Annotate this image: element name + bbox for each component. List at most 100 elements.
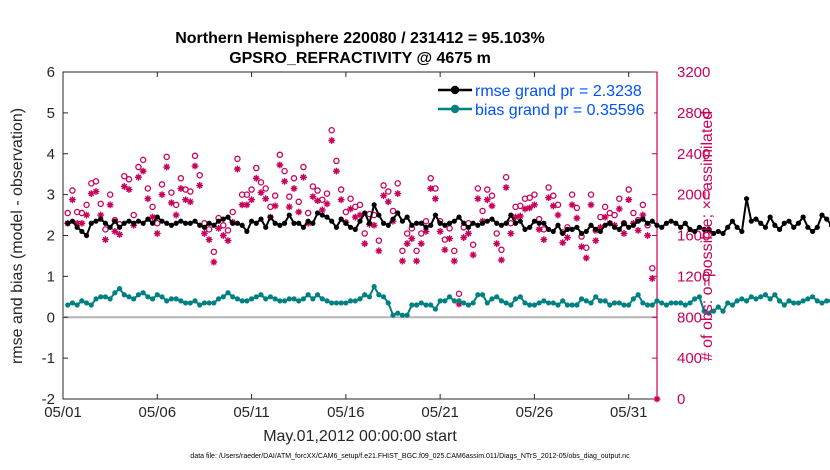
rmse-point <box>687 226 693 232</box>
obs-possible-point <box>488 192 496 199</box>
obs-assimilated-point <box>356 211 364 219</box>
obs-assimilated-point <box>436 228 444 235</box>
bias-point <box>564 302 571 308</box>
obs-possible-point <box>625 186 632 193</box>
rmse-point <box>432 212 439 218</box>
rmse-point <box>338 216 344 222</box>
bias-point <box>795 300 802 306</box>
rmse-point <box>88 220 94 226</box>
obs-possible-point <box>106 191 114 198</box>
obs-possible-point <box>149 203 156 211</box>
obs-assimilated-point <box>201 230 208 237</box>
rmse-point <box>399 218 406 224</box>
rmse-point <box>626 224 632 230</box>
obs-possible-point <box>493 230 500 237</box>
rmse-point <box>376 212 382 218</box>
rmse-point <box>706 226 712 232</box>
obs-assimilated-point <box>153 230 161 237</box>
obs-assimilated-point <box>512 213 519 221</box>
bias-point <box>545 300 552 306</box>
obs-possible-point <box>545 184 552 191</box>
rmse-point <box>560 230 566 237</box>
bias-point <box>809 294 816 300</box>
rmse-point <box>659 224 665 230</box>
obs-assimilated-point <box>601 213 609 221</box>
bias-point <box>154 292 160 298</box>
obs-possible-point <box>649 264 656 272</box>
obs-possible-point <box>455 290 463 297</box>
bias-point <box>277 298 283 304</box>
obs-assimilated-point <box>474 195 482 203</box>
bias-point <box>668 300 674 306</box>
bias-point <box>395 310 401 316</box>
series-bias <box>65 283 830 318</box>
obs-assimilated-point <box>625 196 633 204</box>
obs-assimilated-point <box>139 167 147 175</box>
obs-assimilated-point <box>564 234 571 241</box>
bias-point <box>376 292 382 298</box>
bias-point <box>772 292 778 298</box>
rmse-point <box>107 224 113 230</box>
bias-point <box>743 298 750 304</box>
rmse-point <box>602 222 608 228</box>
rmse-point <box>159 218 165 224</box>
bias-point <box>767 296 773 302</box>
rmse-point <box>277 222 283 228</box>
rmse-point <box>178 218 184 224</box>
bias-point <box>248 296 255 302</box>
obs-assimilated-point <box>309 193 317 201</box>
bias-point <box>98 294 104 300</box>
bias-point <box>437 298 443 304</box>
obs-possible-point <box>309 183 317 190</box>
obs-possible-point <box>479 207 486 215</box>
bias-point <box>178 298 184 304</box>
obs-assimilated-point <box>587 201 595 209</box>
obs-assimilated-point <box>573 214 581 222</box>
legend-bias-marker <box>450 104 460 114</box>
rmse-point <box>239 222 245 228</box>
obs-assimilated-point <box>125 186 133 193</box>
obs-possible-point <box>385 188 392 195</box>
series-obs-assimilated <box>64 137 661 403</box>
rmse-point <box>767 214 773 220</box>
bias-point <box>640 300 646 306</box>
obs-assimilated-point <box>648 275 656 282</box>
obs-assimilated-point <box>568 201 576 209</box>
rmse-point <box>385 222 391 228</box>
bias-point <box>121 292 127 298</box>
bias-point <box>503 300 509 306</box>
y-tick-label: 3 <box>47 187 55 204</box>
rmse-point <box>413 220 420 226</box>
bias-point <box>748 294 754 300</box>
obs-possible-point <box>394 180 401 187</box>
bias-point <box>399 312 406 318</box>
rmse-point <box>225 214 231 220</box>
obs-possible-point <box>389 207 397 215</box>
obs-possible-point <box>323 190 331 197</box>
rmse-point <box>291 220 297 226</box>
obs-possible-point <box>121 172 128 180</box>
obs-possible-point <box>64 209 71 217</box>
obs-possible-point <box>144 185 152 192</box>
rmse-point <box>512 220 519 226</box>
rmse-point <box>296 220 302 226</box>
obs-possible-point <box>630 209 637 217</box>
obs-assimilated-point <box>328 137 336 144</box>
obs-possible-point <box>281 167 288 175</box>
obs-assimilated-point <box>257 189 265 196</box>
bias-point <box>550 300 556 306</box>
obs-possible-point <box>347 195 354 202</box>
rmse-point <box>215 218 222 224</box>
bias-point <box>758 294 764 300</box>
rmse-point <box>734 224 740 230</box>
obs-assimilated-point <box>375 247 383 255</box>
obs-possible-point <box>102 226 109 233</box>
obs-possible-point <box>191 152 199 160</box>
x-tick-label: 05/01 <box>44 404 82 421</box>
obs-possible-point <box>375 237 383 244</box>
rmse-point <box>696 224 703 230</box>
obs-assimilated-point <box>526 204 534 212</box>
obs-assimilated-point <box>531 201 538 209</box>
rmse-point <box>800 214 806 220</box>
rmse-point <box>423 224 429 230</box>
